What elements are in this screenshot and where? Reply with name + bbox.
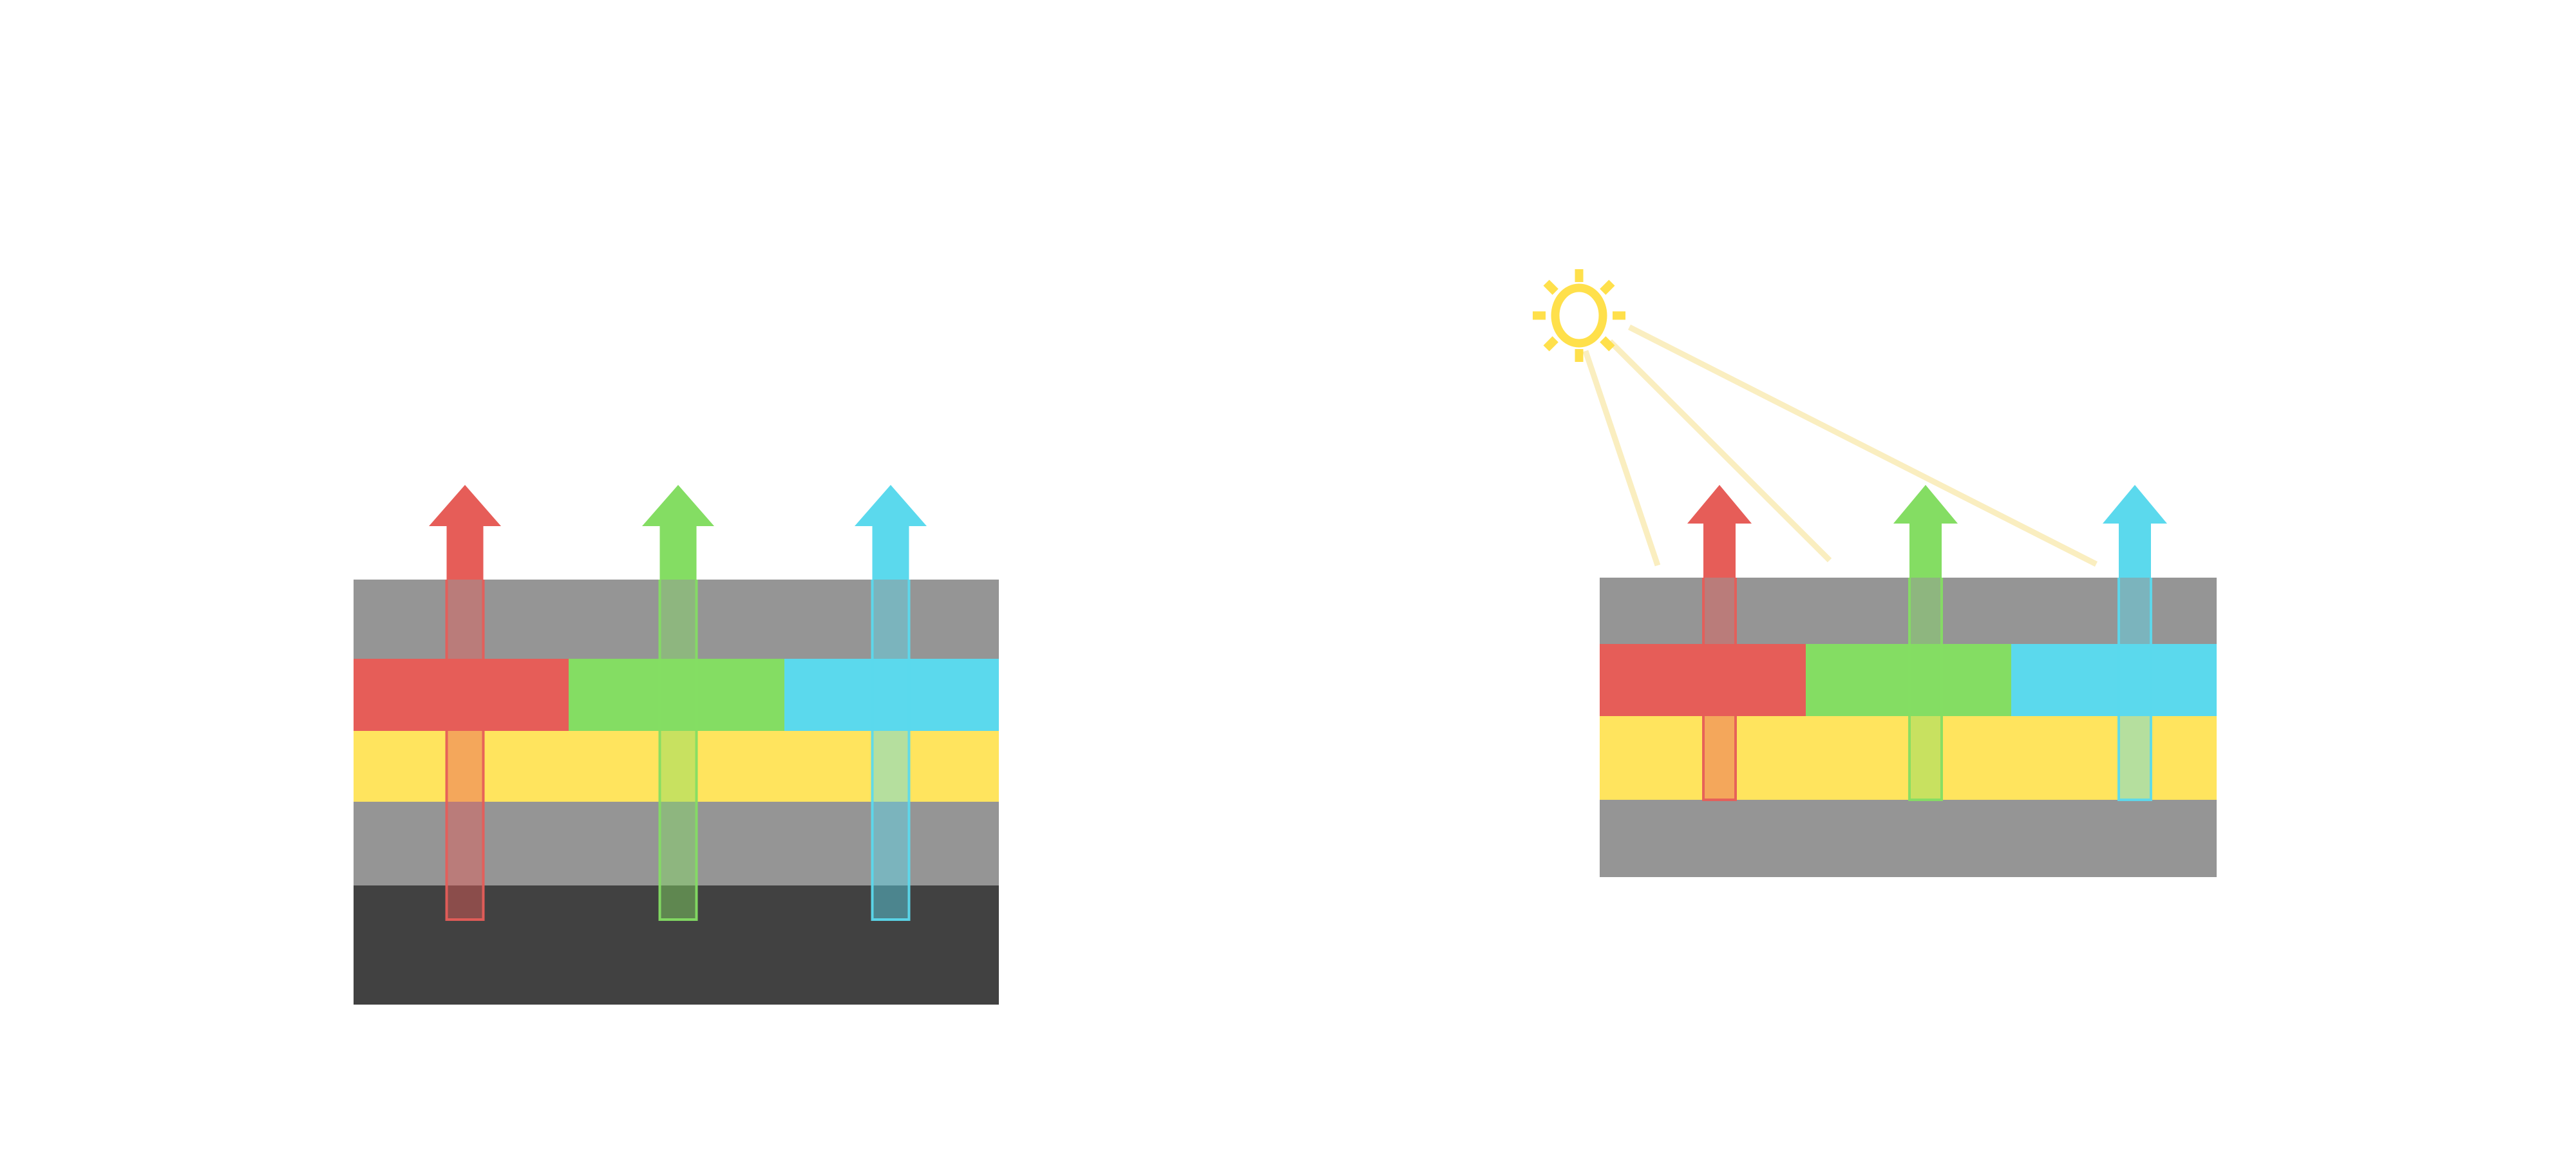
sun-group [1533,269,2098,567]
reflective-display-stack-green-light-arrow-inside [1908,578,1943,801]
emissive-display-stack-top-gray-layer [354,580,999,659]
reflective-display-stack-green-light-arrow-above [1893,485,1958,578]
left-panel-group [354,485,999,1005]
sun-ring [1551,283,1607,348]
sunbeam-to-cyan [1627,324,2098,567]
sunbeam-to-red [1582,350,1661,567]
reflective-display-stack-red-light-arrow-inside [1702,578,1737,801]
sun-ray-5 [1543,336,1558,352]
emissive-display-stack-green-light-arrow-inside [658,580,698,921]
emissive-display-stack-dark-backplane-layer [354,885,999,1005]
emissive-display-stack-green-filter-band [569,659,784,731]
right-panel-group [1600,485,2217,877]
sun-ray-3 [1600,336,1615,352]
emissive-display-stack-green-light-arrow-above [642,485,714,580]
emissive-display-stack-red-filter-band [354,659,569,731]
emissive-display-stack-red-light-arrow-above [429,485,501,580]
emissive-display-stack-cyan-light-arrow-above [855,485,927,580]
emissive-display-stack-yellow-layer [354,731,999,802]
reflective-display-stack-cyan-filter-band [2011,644,2217,716]
sun-ray-1 [1600,279,1615,295]
emissive-display-stack-cyan-filter-band [784,659,999,731]
reflective-display-stack-bottom-gray-layer [1600,800,2217,877]
sunbeam-to-green [1607,339,1832,563]
emissive-display-stack-cyan-light-arrow-inside [871,580,911,921]
reflective-display-stack-cyan-light-arrow-inside [2117,578,2152,801]
sun-ray-7 [1543,279,1558,295]
reflective-display-stack-cyan-light-arrow-above [2103,485,2167,578]
reflective-display-stack-red-light-arrow-above [1687,485,1752,578]
emissive-display-stack-middle-gray-layer [354,802,999,885]
emissive-display-stack-red-light-arrow-inside [445,580,485,921]
